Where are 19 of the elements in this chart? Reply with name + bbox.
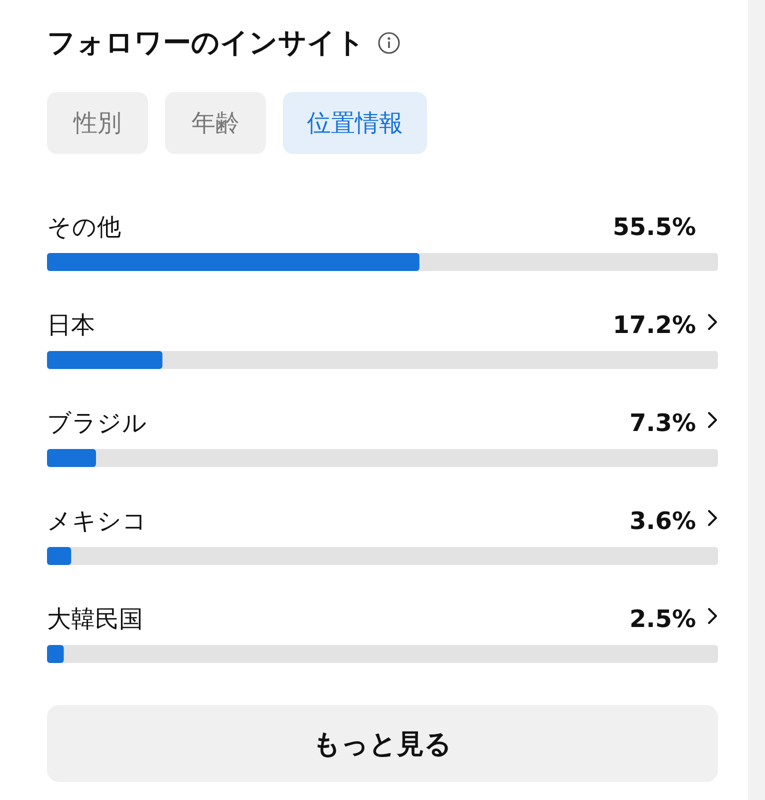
text: 性別: [47, 92, 148, 154]
data-label: 2.5%: [629, 605, 696, 633]
text: もっと見る: [47, 705, 718, 782]
y-tick-label: 日本: [47, 311, 95, 339]
y-tick-label: 大韓民国: [47, 605, 143, 633]
y-tick-label: ブラジル: [47, 409, 147, 437]
y-tick-label: その他: [47, 213, 121, 241]
data-label: 55.5%: [612, 213, 696, 241]
data-label: 3.6%: [629, 507, 696, 535]
data-label: 7.3%: [629, 409, 696, 437]
text: 位置情報: [283, 92, 427, 154]
text: 年齢: [165, 92, 266, 154]
bar: [47, 449, 96, 467]
bar: [47, 351, 162, 369]
chart-title: フォロワーのインサイト: [47, 25, 365, 61]
bar: [47, 547, 72, 565]
bar: [47, 645, 64, 663]
y-tick-label: メキシコ: [47, 507, 147, 535]
data-label: 17.2%: [612, 311, 696, 339]
